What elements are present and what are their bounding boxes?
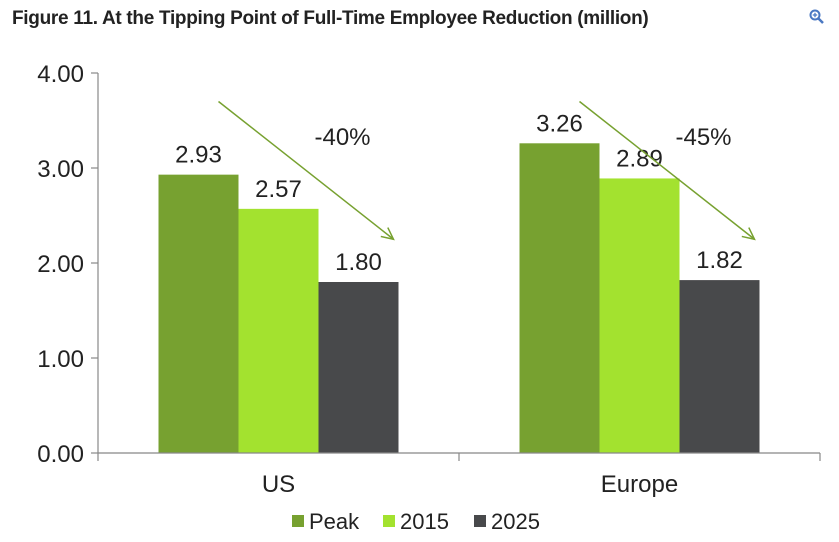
y-tick-label: 4.00 [37, 61, 84, 88]
legend-label: Peak [309, 509, 360, 534]
trend-arrow-line [579, 100, 755, 240]
y-tick-label: 0.00 [37, 441, 84, 468]
y-tick-label: 2.00 [37, 251, 84, 278]
change-annotation: -45% [675, 124, 731, 151]
bar-europe-peak [519, 143, 600, 454]
bar-us-2025 [318, 282, 399, 453]
trend-arrowhead [380, 227, 395, 241]
legend-label: 2015 [400, 509, 449, 534]
x-tick-label: US [262, 471, 295, 498]
legend-swatch-peak [292, 515, 304, 527]
data-label: 3.26 [536, 110, 583, 137]
axes-layer: US Europe 0.00 1.00 2.00 3.00 4.00 [37, 61, 821, 498]
change-annotation: -40% [314, 124, 370, 151]
legend: Peak 2015 2025 [292, 509, 540, 534]
data-label: 1.80 [335, 249, 382, 276]
trend-arrowhead [741, 227, 756, 241]
chart-title: Figure 11. At the Tipping Point of Full-… [12, 8, 649, 29]
trend-arrow-line [218, 100, 394, 240]
bars-layer [158, 143, 760, 454]
x-tick-label: Europe [601, 471, 678, 498]
legend-swatch-2025 [474, 515, 486, 527]
bar-europe-2025 [679, 280, 760, 453]
y-tick-label: 1.00 [37, 346, 84, 373]
magnifier-plus-icon[interactable] [808, 8, 826, 26]
labels-layer: 2.93 2.57 1.80 -40% 3.26 2.89 1.82 -45% [175, 100, 756, 276]
legend-label: 2025 [491, 509, 540, 534]
bar-us-2015 [238, 208, 319, 453]
data-label: 2.57 [255, 176, 302, 203]
bar-us-peak [158, 174, 239, 453]
data-label: 1.82 [696, 247, 743, 274]
data-label: 2.93 [175, 142, 222, 169]
y-tick-label: 3.00 [37, 156, 84, 183]
bar-europe-2015 [599, 178, 680, 453]
legend-swatch-2015 [383, 515, 395, 527]
data-label: 2.89 [616, 145, 663, 172]
